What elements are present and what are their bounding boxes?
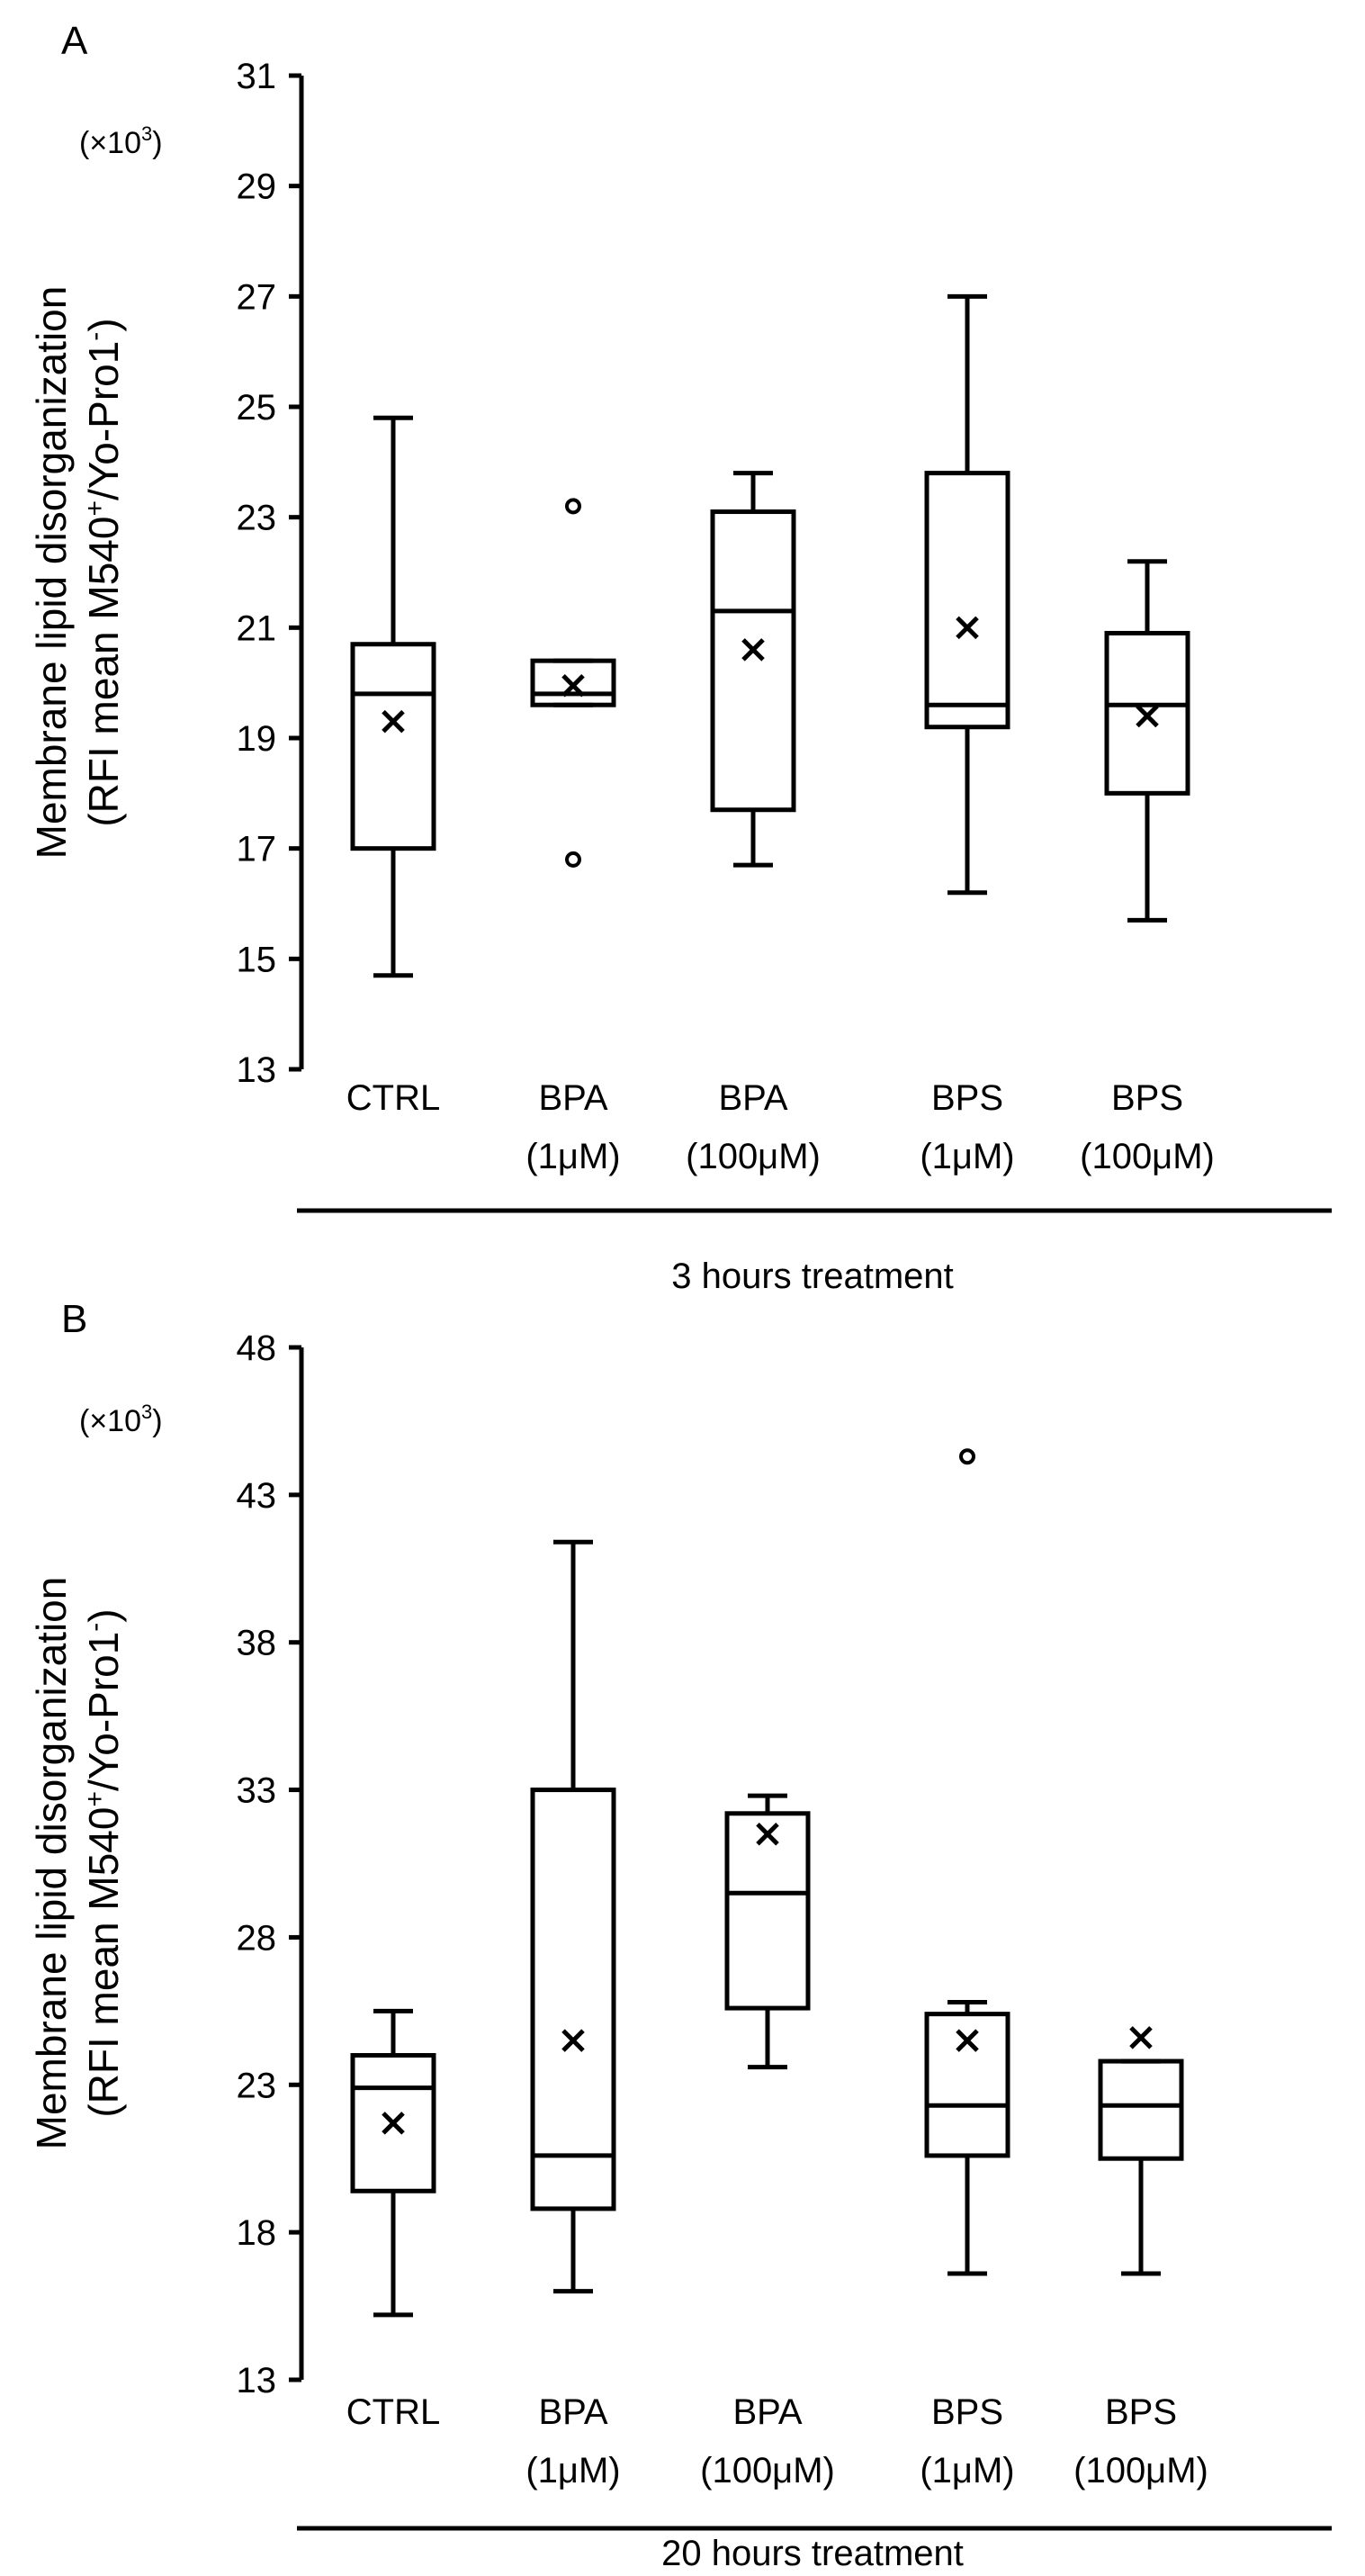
y-tick-label: 23: [237, 499, 277, 538]
category-label: CTRL: [346, 2392, 440, 2432]
y-axis-label-end: ): [80, 1608, 127, 1622]
scale-note-end: ): [152, 1404, 162, 1438]
category-label: CTRL: [346, 1078, 440, 1118]
mean-marker: [956, 616, 979, 640]
y-axis-label-sup1: +: [80, 500, 110, 517]
mean-marker: [561, 2029, 585, 2052]
box-0: CTRL: [346, 415, 440, 1118]
y-tick-label: 15: [237, 940, 277, 979]
y-tick-label: 23: [237, 2066, 277, 2105]
mean-marker: [1129, 2026, 1153, 2049]
box-iqr: [710, 509, 796, 813]
mean-marker: [956, 2029, 979, 2052]
category-label: BPA: [538, 2392, 607, 2432]
scale-note-exponent: 3: [141, 1401, 152, 1423]
category-sublabel: (1μM): [525, 2451, 620, 2490]
y-axis-label-mid: /Yo-Pro1: [80, 341, 127, 500]
mean-marker: [741, 638, 765, 662]
mean-marker: [756, 1822, 779, 1846]
y-tick-label: 43: [237, 1476, 277, 1516]
group-label: 3 hours treatment: [671, 1256, 954, 1296]
category-sublabel: (100μM): [1080, 1137, 1215, 1176]
scale-note-base: (×10: [79, 126, 141, 160]
y-axis-label-mid: /Yo-Pro1: [80, 1632, 127, 1791]
box-iqr: [350, 2053, 436, 2193]
category-label: BPS: [1111, 1078, 1183, 1118]
y-axis-label-end: ): [80, 318, 127, 331]
y-axis-label-line2: (RFI mean M540: [80, 1807, 127, 2118]
y-tick-label: 17: [237, 830, 277, 869]
panel-a: A(×103)Membrane lipid disorganization (RF…: [28, 19, 1332, 1296]
category-sublabel: (1μM): [920, 2451, 1014, 2490]
scale-note-end: ): [152, 126, 162, 160]
category-label: BPA: [718, 1078, 787, 1118]
box-0: CTRL: [346, 2008, 440, 2432]
category-sublabel: (1μM): [920, 1137, 1014, 1176]
y-tick-label: 27: [237, 277, 277, 317]
y-axis-label-sup2: -: [80, 1623, 110, 1632]
box-4: BPS (100μM): [1073, 2026, 1208, 2490]
y-tick-label: 13: [237, 1050, 277, 1090]
category-label: BPS: [931, 2392, 1003, 2432]
mean-marker: [382, 2112, 405, 2135]
y-tick-label: 13: [237, 2361, 277, 2400]
category-sublabel: (100μM): [686, 1137, 821, 1176]
category-label: BPS: [931, 1078, 1003, 1118]
panel-b: B(×103)Membrane lipid disorganization (RF…: [28, 1297, 1332, 2573]
box-1: BPA (1μM): [525, 498, 621, 1176]
y-tick-label: 33: [237, 1771, 277, 1811]
y-tick-label: 25: [237, 388, 277, 428]
outlier-point: [565, 851, 581, 868]
box-iqr: [1104, 630, 1190, 796]
y-tick-label: 28: [237, 1918, 277, 1958]
y-axis-label-line1: Membrane lipid disorganization: [28, 1577, 75, 2150]
mean-marker: [1136, 704, 1159, 728]
y-axis-label-sup2: -: [80, 332, 110, 341]
y-axis-label-line1: Membrane lipid disorganization: [28, 286, 75, 860]
box-iqr: [1098, 2058, 1184, 2161]
category-label: BPS: [1105, 2392, 1177, 2432]
panel-letter: A: [61, 19, 88, 63]
y-tick-label: 18: [237, 2213, 277, 2253]
y-tick-label: 31: [237, 57, 277, 96]
box-2: BPA (100μM): [686, 471, 821, 1176]
y-axis-label: Membrane lipid disorganization (RFI mean …: [28, 286, 127, 860]
panel-letter: B: [61, 1297, 87, 1341]
scale-note-exponent: 3: [141, 122, 152, 145]
category-sublabel: (100μM): [700, 2451, 835, 2490]
outlier-point: [959, 1448, 975, 1465]
box-iqr: [924, 2012, 1010, 2158]
mean-marker: [561, 673, 585, 698]
box-iqr: [924, 471, 1010, 730]
box-3: BPS (1μM): [920, 293, 1015, 1176]
box-iqr: [530, 1788, 616, 2211]
scale-note-base: (×10: [79, 1404, 141, 1438]
category-label: BPA: [538, 1078, 607, 1118]
box-4: BPS (100μM): [1080, 559, 1215, 1176]
y-tick-label: 48: [237, 1329, 277, 1368]
box-iqr: [724, 1811, 811, 2011]
category-label: BPA: [732, 2392, 802, 2432]
y-axis-label-line2: (RFI mean M540: [80, 517, 127, 827]
group-label: 20 hours treatment: [661, 2534, 964, 2573]
y-axis-label-sup1: +: [80, 1791, 110, 1807]
y-tick-label: 21: [237, 608, 277, 648]
y-tick-label: 38: [237, 1624, 277, 1663]
box-iqr: [530, 658, 616, 707]
box-iqr: [350, 642, 436, 851]
mean-marker: [382, 709, 405, 734]
scale-note: (×103): [79, 122, 163, 160]
y-axis-label: Membrane lipid disorganization (RFI mean …: [28, 1577, 127, 2150]
box-1: BPA (1μM): [525, 1539, 621, 2490]
category-sublabel: (1μM): [525, 1137, 620, 1176]
y-tick-label: 19: [237, 719, 277, 759]
box-3: BPS (1μM): [920, 1448, 1015, 2490]
box-2: BPA (100μM): [700, 1793, 835, 2490]
y-tick-label: 29: [237, 167, 277, 207]
scale-note: (×103): [79, 1401, 163, 1438]
outlier-point: [565, 498, 581, 515]
category-sublabel: (100μM): [1073, 2451, 1208, 2490]
